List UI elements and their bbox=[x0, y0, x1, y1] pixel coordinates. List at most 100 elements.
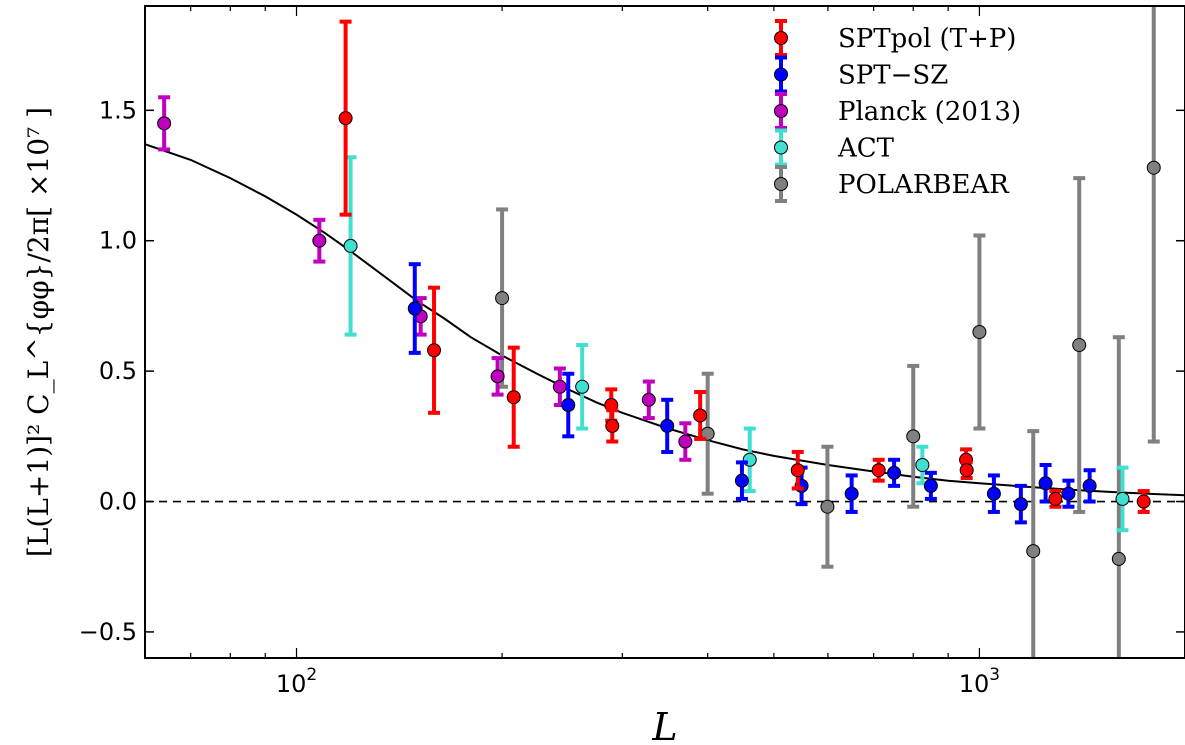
legend-marker bbox=[774, 140, 788, 155]
series-act bbox=[343, 155, 1130, 533]
marker bbox=[923, 478, 938, 493]
data-point bbox=[959, 460, 974, 481]
legend-item: SPTpol (T+P) bbox=[774, 19, 1016, 57]
data-point bbox=[1146, 6, 1161, 444]
series-planck-2013 bbox=[157, 95, 693, 462]
y-tick-label: 1.0 bbox=[99, 227, 137, 255]
marker bbox=[734, 473, 749, 488]
legend-label: ACT bbox=[837, 134, 895, 164]
marker bbox=[1082, 478, 1097, 493]
marker bbox=[1013, 497, 1028, 512]
marker bbox=[844, 486, 859, 501]
data-points bbox=[157, 6, 1161, 658]
marker bbox=[1072, 338, 1087, 353]
marker bbox=[495, 291, 510, 306]
marker bbox=[427, 343, 442, 358]
marker bbox=[641, 392, 656, 407]
marker bbox=[972, 325, 987, 339]
marker bbox=[1038, 476, 1053, 491]
series-sptpol-t-p bbox=[338, 19, 1151, 514]
marker bbox=[887, 465, 902, 480]
data-point bbox=[820, 444, 835, 569]
data-point bbox=[678, 421, 693, 462]
marker bbox=[820, 499, 835, 514]
legend-label: POLARBEAR bbox=[838, 170, 1010, 200]
legend-item: Planck (2013) bbox=[774, 92, 1021, 130]
data-point bbox=[312, 217, 327, 264]
data-point bbox=[552, 366, 567, 408]
data-point bbox=[1115, 465, 1130, 533]
model-curve bbox=[145, 143, 1185, 497]
data-point bbox=[742, 426, 757, 494]
marker bbox=[678, 434, 693, 449]
data-point bbox=[1082, 468, 1097, 504]
y-axis-label: [L(L+1)]² C_L^{φφ}/2π[ ×10⁷ ] bbox=[22, 107, 55, 557]
x-tick-label: 103 bbox=[959, 665, 1000, 698]
legend-item: POLARBEAR bbox=[774, 165, 1010, 203]
marker bbox=[693, 408, 708, 423]
marker bbox=[552, 379, 567, 394]
data-point bbox=[427, 285, 442, 415]
legend-item: ACT bbox=[774, 128, 895, 167]
data-point bbox=[641, 379, 656, 421]
data-point bbox=[1061, 478, 1076, 509]
data-point bbox=[986, 473, 1001, 514]
y-tick-label: 1.5 bbox=[99, 96, 137, 124]
data-point bbox=[915, 444, 930, 486]
data-point bbox=[1111, 335, 1126, 658]
marker bbox=[915, 458, 930, 473]
marker bbox=[986, 486, 1001, 501]
marker bbox=[1115, 491, 1130, 506]
data-point bbox=[972, 233, 987, 431]
legend-label: Planck (2013) bbox=[838, 97, 1021, 127]
marker bbox=[490, 369, 505, 384]
legend-marker bbox=[774, 31, 788, 45]
marker bbox=[338, 111, 353, 126]
data-point bbox=[700, 371, 715, 496]
data-point bbox=[490, 356, 505, 397]
legend-marker bbox=[774, 67, 788, 82]
marker bbox=[1146, 160, 1161, 175]
marker bbox=[871, 463, 886, 478]
data-point bbox=[1136, 489, 1151, 514]
data-point bbox=[575, 343, 590, 431]
legend-marker bbox=[774, 104, 788, 118]
marker bbox=[1048, 491, 1063, 506]
marker bbox=[1026, 544, 1041, 559]
data-point bbox=[871, 457, 886, 483]
marker bbox=[605, 418, 620, 433]
data-point bbox=[506, 345, 521, 449]
data-point bbox=[338, 19, 353, 217]
data-point bbox=[790, 449, 805, 491]
legend: SPTpol (T+P) SPT−SZ Planck (2013) ACT POLARB… bbox=[774, 19, 1021, 203]
data-point bbox=[1013, 483, 1028, 525]
legend-label: SPTpol (T+P) bbox=[838, 24, 1016, 54]
marker bbox=[1136, 494, 1151, 509]
data-point bbox=[407, 262, 422, 355]
marker bbox=[506, 390, 521, 405]
marker bbox=[312, 233, 327, 248]
data-point bbox=[1048, 489, 1063, 509]
marker bbox=[790, 463, 805, 478]
y-tick-label: −0.5 bbox=[79, 618, 137, 646]
data-point bbox=[157, 95, 172, 152]
marker bbox=[407, 301, 422, 316]
data-point bbox=[734, 460, 749, 501]
x-tick-label: 102 bbox=[276, 665, 317, 698]
marker bbox=[343, 238, 358, 253]
data-point bbox=[660, 397, 675, 454]
y-axis-label-text: [L(L+1)]² C_L^{φφ}/2π[ ×10⁷ ] bbox=[22, 107, 55, 557]
data-point bbox=[693, 389, 708, 441]
marker bbox=[959, 463, 974, 478]
data-point bbox=[844, 473, 859, 514]
data-point bbox=[887, 457, 902, 488]
data-point bbox=[1026, 429, 1041, 658]
y-tick-label: 0.5 bbox=[99, 357, 137, 385]
plot-frame bbox=[144, 5, 1185, 659]
marker bbox=[906, 429, 921, 444]
legend-item: SPT−SZ bbox=[774, 55, 948, 94]
data-point bbox=[561, 371, 576, 439]
marker bbox=[157, 116, 172, 131]
axis-ticks: −0.5 0.0 0.5 1.0 1.5 102 103 bbox=[79, 6, 1185, 698]
